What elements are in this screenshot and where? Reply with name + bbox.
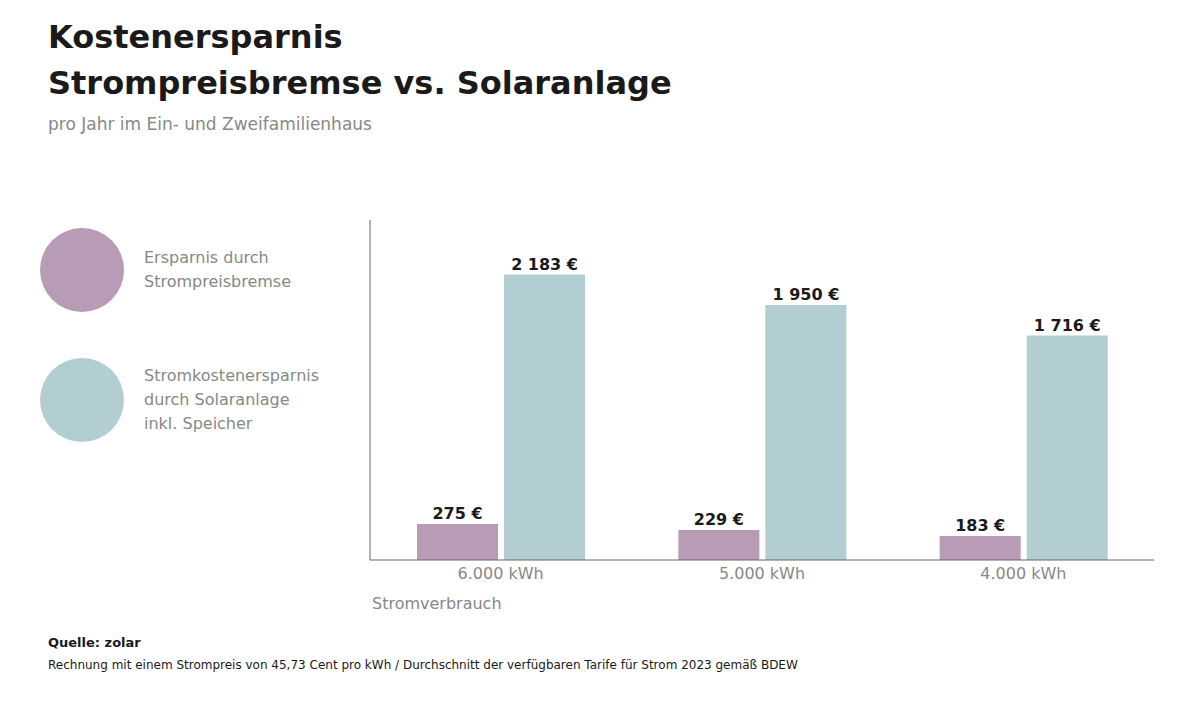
html-text:Kostenersparnis: Kostenersparnis <box>48 18 343 56</box>
html-text:Rechnung mit einem Strompreis: Rechnung mit einem Strompreis von 45,73 … <box>48 658 798 672</box>
svg-text:1 716 €: 1 716 € <box>1034 316 1101 335</box>
html-text:Strompreisbremse vs. Solaranla: Strompreisbremse vs. Solaranlage <box>48 64 672 102</box>
svg-text:183 €: 183 € <box>955 516 1005 535</box>
html-text:Quelle: zolar: Quelle: zolar <box>48 635 141 650</box>
html-text:Strompreisbremse: Strompreisbremse <box>144 272 291 291</box>
html-text:inkl. Speicher: inkl. Speicher <box>144 414 253 433</box>
html-text:Stromkostenersparnis: Stromkostenersparnis <box>144 366 319 385</box>
svg-text:6.000 kWh: 6.000 kWh <box>458 564 544 583</box>
html-text:Stromverbrauch: Stromverbrauch <box>372 594 502 613</box>
html-text:durch Solaranlage: durch Solaranlage <box>144 390 290 409</box>
html-text:pro Jahr im Ein- und Zweifamil: pro Jahr im Ein- und Zweifamilienhaus <box>48 114 372 134</box>
html-text:Ersparnis durch: Ersparnis durch <box>144 248 269 267</box>
svg-text:4.000 kWh: 4.000 kWh <box>980 564 1066 583</box>
svg-text:1 950 €: 1 950 € <box>772 285 839 304</box>
svg-text:5.000 kWh: 5.000 kWh <box>719 564 805 583</box>
svg-text:275 €: 275 € <box>432 504 482 523</box>
svg-text:229 €: 229 € <box>694 510 744 529</box>
svg-text:2 183 €: 2 183 € <box>511 255 578 274</box>
